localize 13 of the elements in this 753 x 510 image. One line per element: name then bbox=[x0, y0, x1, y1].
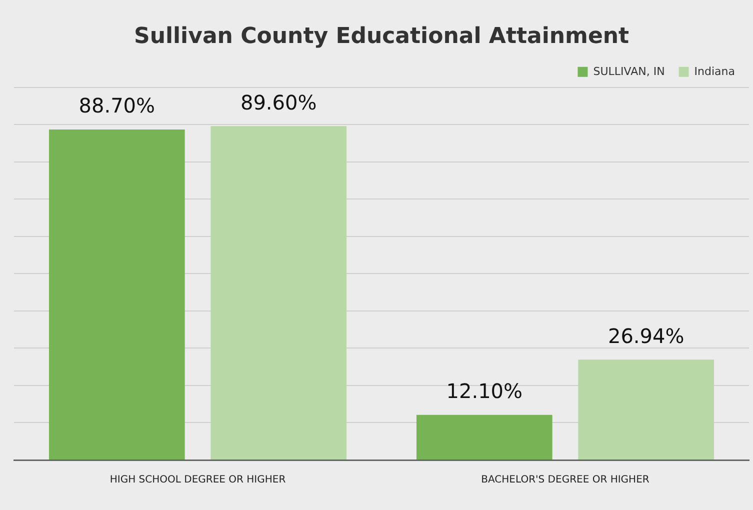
x-tick-label: BACHELOR'S DEGREE OR HIGHER bbox=[481, 474, 650, 486]
data-label: 88.70% bbox=[78, 94, 156, 118]
bar bbox=[416, 414, 552, 460]
legend-label: SULLIVAN, IN bbox=[593, 64, 665, 78]
bar bbox=[48, 130, 185, 460]
data-label: 12.10% bbox=[446, 379, 523, 404]
data-label: 26.94% bbox=[608, 324, 684, 348]
legend-label: Indiana bbox=[694, 64, 736, 78]
bar bbox=[210, 126, 347, 460]
chart-title: Sullivan County Educational Attainment bbox=[134, 24, 630, 49]
bar bbox=[578, 360, 714, 460]
data-label: 89.60% bbox=[240, 90, 317, 114]
x-tick-label: HIGH SCHOOL DEGREE OR HIGHER bbox=[110, 474, 286, 486]
